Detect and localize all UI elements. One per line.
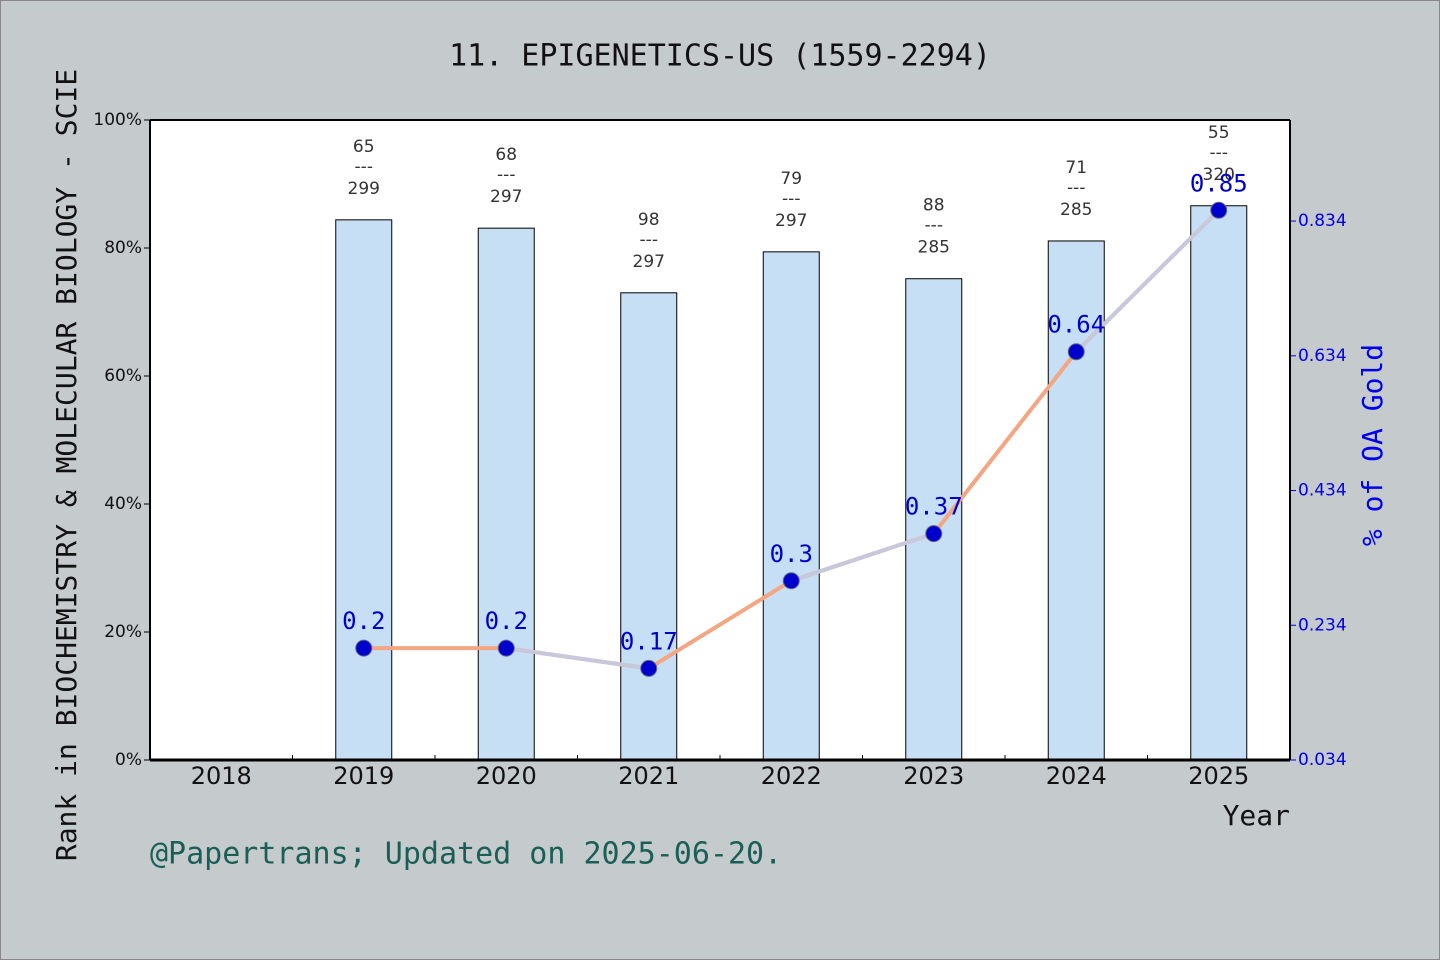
y-tick-label: 100%	[93, 110, 142, 130]
bar-rank-label: 55	[1208, 123, 1230, 143]
x-tick-label: 2023	[903, 762, 964, 790]
chart-title: 11. EPIGENETICS-US (1559-2294)	[449, 39, 991, 74]
bar-label-separator: ---	[782, 189, 800, 209]
y2-tick-label: 0.634	[1298, 346, 1347, 366]
x-tick-label: 2025	[1188, 762, 1249, 790]
point	[925, 525, 943, 543]
footer: @Papertrans; Updated on 2025-06-20.	[150, 837, 782, 872]
bar	[762, 251, 820, 761]
plot-area	[150, 120, 1290, 760]
bar-total-label: 320	[1203, 165, 1235, 185]
bar-total-label: 285	[1060, 200, 1092, 220]
bar-total-label: 299	[348, 179, 380, 199]
line-overlay-segment	[1074, 208, 1221, 354]
line-overlay-segment	[790, 531, 935, 583]
point-label: 0.2	[342, 607, 385, 635]
point	[1210, 201, 1228, 219]
x-tick-label: 2024	[1046, 762, 1107, 790]
point	[497, 639, 515, 657]
bar-label-separator: ---	[355, 157, 373, 177]
point	[355, 639, 373, 657]
bar-total-label: 297	[490, 187, 522, 207]
y2-tick-label: 0.234	[1298, 615, 1347, 635]
bar-rank-label: 68	[495, 145, 517, 165]
bar	[335, 219, 393, 761]
bar	[620, 292, 678, 761]
x-tick-label: 2022	[761, 762, 822, 790]
y-tick-label: 60%	[104, 366, 142, 386]
line-overlay-segment	[505, 646, 650, 671]
point	[640, 659, 658, 677]
bar-total-label: 297	[633, 252, 665, 272]
y2-tick-label: 0.834	[1298, 211, 1347, 231]
bar-total-label: 297	[775, 211, 807, 231]
bar-rank-label: 79	[780, 169, 802, 189]
x-tick-label: 2018	[191, 762, 252, 790]
bar-rank-label: 98	[638, 210, 660, 230]
y-axis-label: Rank in BIOCHEMISTRY & MOLECULAR BIOLOGY…	[50, 69, 83, 861]
point-label: 0.37	[905, 493, 963, 521]
point	[782, 572, 800, 590]
x-tick-label: 2020	[476, 762, 537, 790]
point-label: 0.3	[770, 540, 813, 568]
point-label: 0.2	[485, 607, 528, 635]
point-label: 0.17	[620, 627, 678, 655]
bar-rank-label: 71	[1065, 158, 1087, 178]
bar-rank-label: 88	[923, 196, 945, 216]
bar-total-label: 285	[918, 238, 950, 258]
y-tick-label: 20%	[104, 622, 142, 642]
y2-tick-label: 0.434	[1298, 481, 1347, 501]
y2-tick-label: 0.034	[1298, 750, 1347, 770]
y-tick-label: 0%	[115, 750, 142, 770]
bar	[477, 227, 535, 761]
bar-label-separator: ---	[925, 216, 943, 236]
x-tick-label: 2021	[618, 762, 679, 790]
point	[1067, 343, 1085, 361]
bar	[1190, 205, 1248, 761]
bar-label-separator: ---	[1067, 178, 1085, 198]
x-tick-label: 2019	[333, 762, 394, 790]
y-tick-label: 40%	[104, 494, 142, 514]
bar-label-separator: ---	[640, 230, 658, 250]
x-axis-label: Year	[1223, 799, 1290, 832]
bar-label-separator: ---	[1210, 143, 1228, 163]
y2-axis-label: % of OA Gold	[1356, 344, 1389, 546]
bar	[1047, 240, 1105, 761]
point-label: 0.64	[1047, 311, 1105, 339]
point-label: 0.85	[1190, 169, 1248, 197]
bar-rank-label: 65	[353, 137, 375, 157]
bar	[905, 278, 963, 761]
bar-label-separator: ---	[497, 165, 515, 185]
y-tick-label: 80%	[104, 238, 142, 258]
